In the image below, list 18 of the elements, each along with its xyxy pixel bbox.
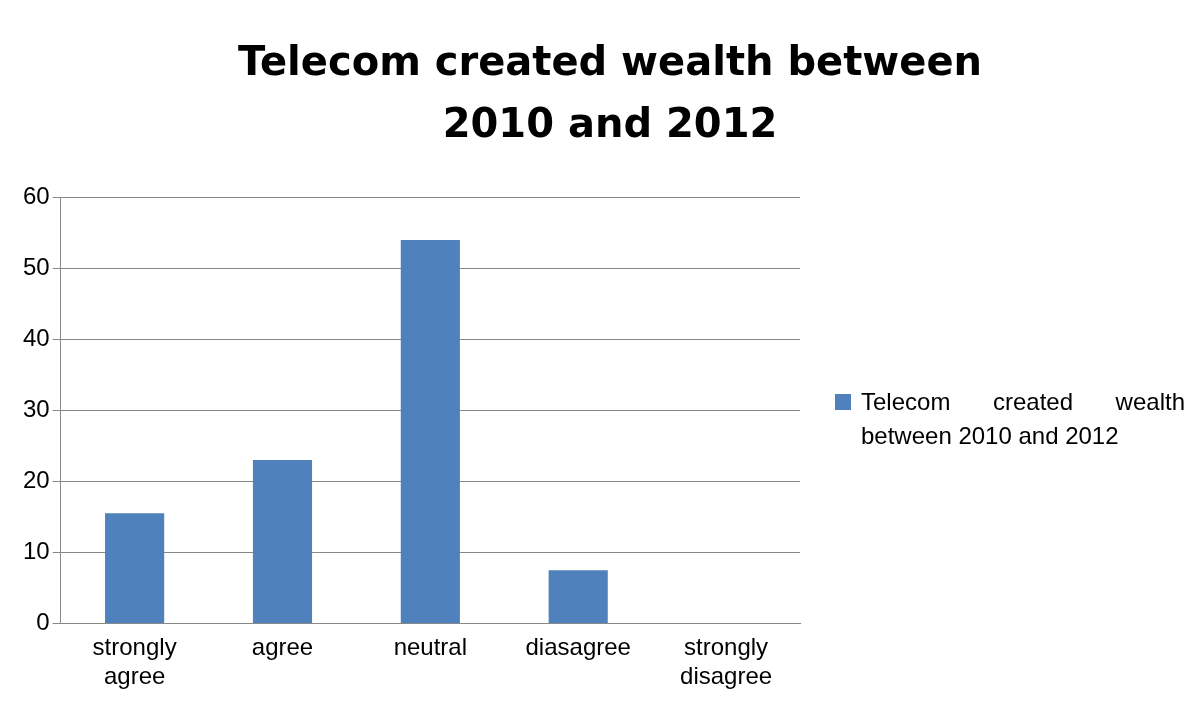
x-tick-label: diasagree xyxy=(525,633,631,661)
y-tick-label: 10 xyxy=(22,537,50,565)
x-tick-label: strongly disagree xyxy=(680,633,773,690)
bar xyxy=(548,570,608,623)
y-tick-label: 0 xyxy=(36,608,50,636)
y-tick-label: 50 xyxy=(22,253,50,281)
bar xyxy=(400,240,460,623)
x-tick-label: neutral xyxy=(393,633,468,661)
y-tick-label: 40 xyxy=(22,324,50,352)
legend-label: Telecom created wealth between 2010 and 2012 xyxy=(861,387,1185,451)
x-tick-label: strongly agree xyxy=(92,633,177,690)
bar xyxy=(252,460,313,623)
chart-title: Telecom created wealth between 2010 and 2012 xyxy=(237,37,983,148)
x-tick-label: agree xyxy=(251,633,314,661)
y-tick-label: 30 xyxy=(22,395,50,423)
y-tick-label: 60 xyxy=(22,182,50,210)
y-tick-label: 20 xyxy=(22,466,50,494)
bar xyxy=(105,513,165,623)
